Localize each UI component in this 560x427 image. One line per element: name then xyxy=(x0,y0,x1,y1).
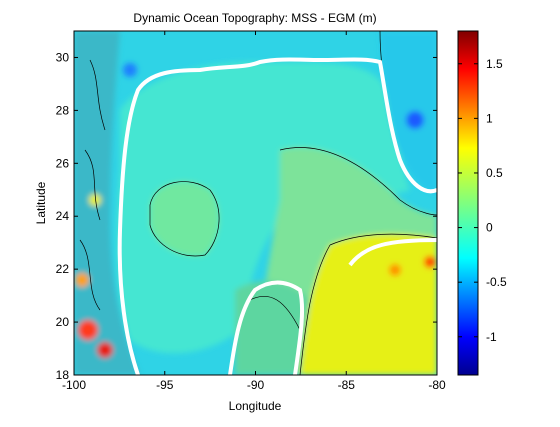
y-tick-label: 22 xyxy=(56,262,70,276)
x-axis: -100 -95 -90 -85 -80 xyxy=(62,31,446,392)
x-tick-label: -100 xyxy=(62,378,86,392)
colorbar-tick-label: 0 xyxy=(486,221,493,235)
y-tick-label: 24 xyxy=(56,209,70,223)
x-axis-label: Longitude xyxy=(229,399,282,413)
plot-area xyxy=(74,31,437,375)
y-tick-label: 30 xyxy=(56,50,70,64)
speckle-blue-1 xyxy=(123,63,137,77)
colorbar-tick-label: -0.5 xyxy=(486,275,507,289)
y-tick-label: 20 xyxy=(56,315,70,329)
coastline xyxy=(228,280,305,375)
x-tick-label: -80 xyxy=(428,378,446,392)
region-yucatan xyxy=(235,281,310,375)
colorbar-tick-label: -1 xyxy=(486,330,497,344)
y-axis-label: Latitude xyxy=(34,181,48,224)
colorbar-tick-label: 0.5 xyxy=(486,166,503,180)
colorbar xyxy=(457,30,479,376)
x-tick-label: -85 xyxy=(338,378,356,392)
speckle-orange-1 xyxy=(75,273,89,287)
region-gulf-interior xyxy=(117,61,411,354)
contour-line xyxy=(79,59,106,311)
topography-regions xyxy=(74,31,437,375)
contour-line xyxy=(329,233,437,246)
contour-line xyxy=(299,244,331,375)
contour-line xyxy=(149,181,220,257)
region-mexico-land xyxy=(74,31,140,375)
contour-line xyxy=(249,295,301,331)
region-western-eddy xyxy=(150,181,220,256)
colorbar-tick-label: 1 xyxy=(486,111,493,125)
colorbar-ticks: -1 -0.5 0 0.5 1 1.5 xyxy=(458,57,507,344)
x-tick-label: -95 xyxy=(156,378,174,392)
coastline xyxy=(117,57,437,375)
y-tick-label: 18 xyxy=(56,368,70,382)
chart-title: Dynamic Ocean Topography: MSS - EGM (m) xyxy=(133,11,376,25)
speckle-yellow-1 xyxy=(89,194,101,206)
colorbar-tick-label: 1.5 xyxy=(486,57,503,71)
y-tick-label: 26 xyxy=(56,156,70,170)
speckle-blue-2 xyxy=(406,111,424,129)
speckle-orange-2 xyxy=(389,264,401,276)
y-tick-label: 28 xyxy=(56,103,70,117)
region-loop-current xyxy=(300,234,437,375)
coastline xyxy=(348,238,437,267)
speckle-red-3 xyxy=(424,256,436,268)
region-florida-shelf xyxy=(380,31,437,195)
x-tick-label: -90 xyxy=(247,378,265,392)
contour-line xyxy=(279,147,437,216)
speckle-red-2 xyxy=(97,342,113,358)
y-axis: 18 20 22 24 26 28 30 xyxy=(56,50,437,382)
speckle-red-1 xyxy=(78,320,98,340)
